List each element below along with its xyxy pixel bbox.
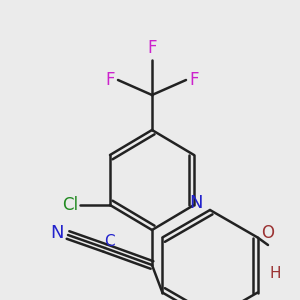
Text: Cl: Cl	[62, 196, 78, 214]
Text: N: N	[50, 224, 64, 242]
Text: F: F	[147, 39, 157, 57]
Text: N: N	[189, 194, 203, 212]
Text: C: C	[104, 235, 114, 250]
Text: F: F	[106, 71, 115, 89]
Text: H: H	[269, 266, 281, 281]
Text: F: F	[189, 71, 199, 89]
Text: O: O	[262, 224, 275, 242]
